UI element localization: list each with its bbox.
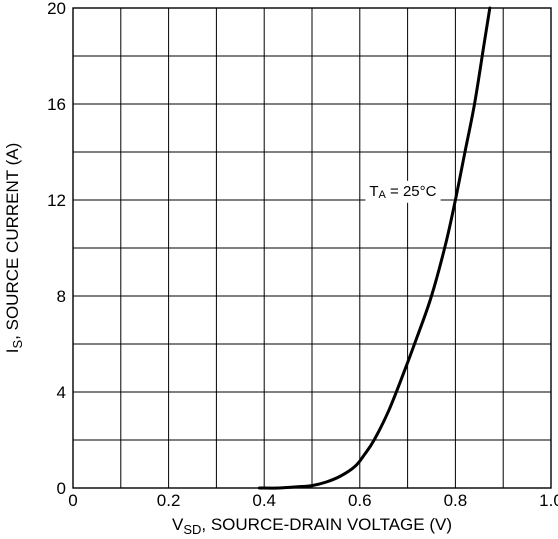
temperature-annotation: TA = 25°C (369, 183, 436, 201)
plot-frame (72, 7, 552, 489)
x-tick-label: 0.8 (444, 491, 468, 510)
x-axis-title: VSD, SOURCE-DRAIN VOLTAGE (V) (172, 515, 452, 537)
annotation-group: TA = 25°C (365, 180, 441, 203)
y-tick-label: 12 (47, 191, 66, 210)
y-axis-title-rest: , SOURCE CURRENT (A) (3, 143, 22, 340)
x-tick-label: 0.4 (252, 491, 276, 510)
x-tick-label: 0.6 (348, 491, 372, 510)
source-current-curve (257, 6, 492, 490)
y-tick-labels: 0 4 8 12 16 20 (47, 0, 66, 498)
x-tick-labels: 0 0.2 0.4 0.6 0.8 1.0 (68, 491, 558, 510)
x-axis-title-main: V (172, 515, 184, 534)
y-tick-label: 8 (57, 287, 66, 306)
y-tick-label: 20 (47, 0, 66, 18)
y-axis-title-main: I (3, 349, 22, 354)
grid-lines (73, 8, 551, 488)
annotation-subscript: A (379, 189, 387, 201)
annotation-rest: = 25°C (386, 183, 437, 200)
x-axis-title-subscript: SD (183, 522, 201, 537)
annotation-main: T (369, 183, 378, 200)
x-tick-label: 0 (68, 491, 77, 510)
annotation-background (365, 180, 441, 203)
x-tick-label: 0.2 (157, 491, 181, 510)
y-axis-title-subscript: S (10, 340, 25, 349)
x-axis-title-rest: , SOURCE-DRAIN VOLTAGE (V) (201, 515, 452, 534)
curve-group (257, 6, 492, 490)
y-tick-label: 4 (57, 383, 66, 402)
y-tick-label: 0 (57, 479, 66, 498)
y-axis-title: IS, SOURCE CURRENT (A) (3, 143, 25, 354)
y-tick-label: 16 (47, 95, 66, 114)
x-tick-label: 1.0 (539, 491, 558, 510)
